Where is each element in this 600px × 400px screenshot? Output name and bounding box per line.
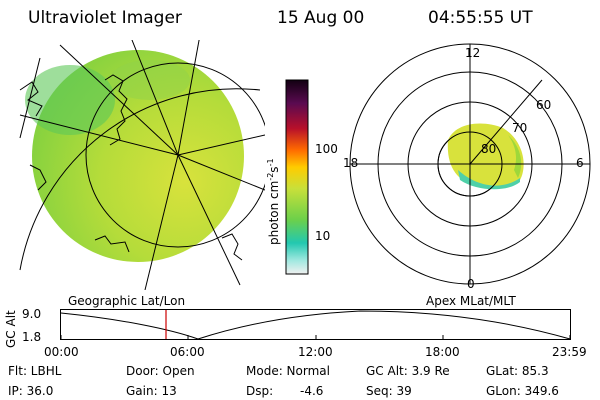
xtick-0000: 00:00 — [44, 345, 79, 359]
info-glat: GLat: 85.3 — [486, 364, 549, 378]
xtick-2359: 23:59 — [552, 345, 587, 359]
info-dsp-label: Dsp: — [246, 384, 274, 398]
info-gain: Gain: 13 — [126, 384, 177, 398]
mlt-label-6: 6 — [576, 156, 584, 170]
apex-title: Apex MLat/MLT — [426, 294, 516, 308]
info-dsp-value: -4.6 — [300, 384, 324, 398]
colorbar-tick-100: 100 — [315, 142, 338, 156]
polar-plot — [349, 43, 591, 285]
info-door: Door: Open — [126, 364, 195, 378]
info-seq: Seq: 39 — [366, 384, 412, 398]
meridian-lines — [19, 40, 265, 290]
lat-label-80: 80 — [481, 142, 497, 156]
auroral-oval — [447, 123, 524, 189]
color-bar — [285, 79, 309, 275]
ytick-1-8: 1.8 — [22, 330, 42, 344]
geographic-title: Geographic Lat/Lon — [68, 294, 186, 308]
time-label: 04:55:55 UT — [428, 8, 533, 28]
xtick-1200: 12:00 — [298, 345, 333, 359]
lat-label-70: 70 — [512, 121, 528, 135]
altitude-timeline — [60, 309, 571, 340]
coastlines — [19, 57, 243, 261]
latitude-circle — [85, 62, 265, 248]
altitude-curve — [60, 310, 571, 340]
info-flt: Flt: LBHL — [8, 364, 62, 378]
date-label: 15 Aug 00 — [277, 8, 365, 28]
xtick-0600: 06:00 — [170, 345, 205, 359]
info-mode: Mode: Normal — [246, 364, 330, 378]
mlt-label-0: 0 — [467, 277, 475, 291]
info-ip: IP: 36.0 — [8, 384, 54, 398]
mlt-label-12: 12 — [465, 46, 481, 60]
xtick-1800: 18:00 — [425, 345, 460, 359]
info-gc-alt: GC Alt: 3.9 Re — [366, 364, 450, 378]
timeline-ylabel: GC Alt — [4, 310, 18, 348]
info-glon: GLon: 349.6 — [486, 384, 559, 398]
ytick-9: 9.0 — [22, 307, 42, 321]
colorbar-unit-label: photon cm-2s-1 — [266, 158, 281, 245]
lat-label-line — [469, 79, 543, 165]
colorbar-tick-10: 10 — [315, 229, 331, 243]
geographic-image — [19, 40, 265, 290]
lat-label-60: 60 — [536, 98, 552, 112]
mlt-label-18: 18 — [343, 156, 359, 170]
instrument-title: Ultraviolet Imager — [28, 8, 182, 28]
